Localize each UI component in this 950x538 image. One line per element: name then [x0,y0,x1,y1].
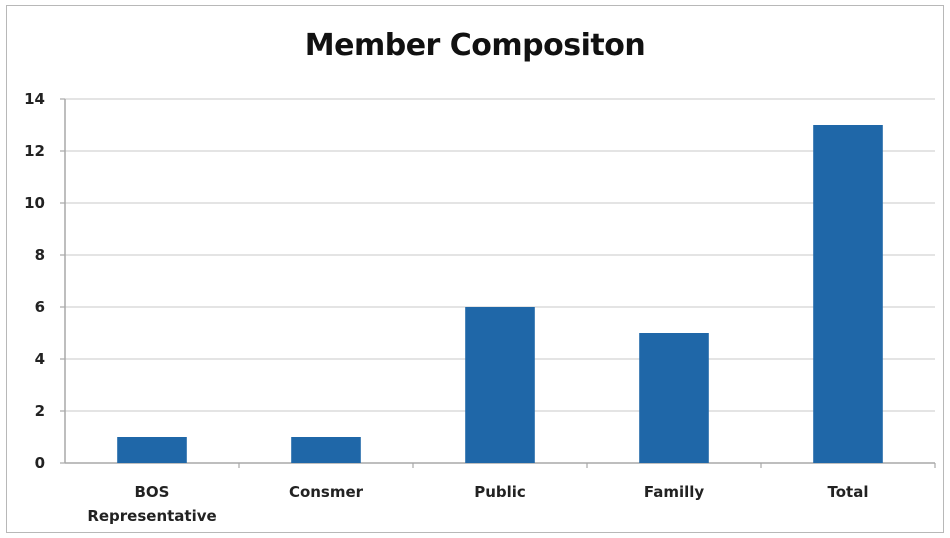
y-tick-label-10: 10 [24,194,45,212]
x-category-label-total: Total [828,483,869,501]
y-tick-label-4: 4 [35,350,45,368]
x-category-label-bos-representative: BOS Representative [87,483,216,525]
bars [117,125,883,463]
y-tick-label-12: 12 [24,142,45,160]
x-category-label-public: Public [474,483,526,501]
y-tick-labels: 0 2 4 6 8 10 12 14 [24,90,45,472]
bar-bos-representative [117,437,187,463]
bar-public [465,307,535,463]
y-tick-label-0: 0 [35,454,45,472]
bar-familly [639,333,709,463]
bar-consmer [291,437,361,463]
y-tick-label-8: 8 [35,246,45,264]
bar-total [813,125,883,463]
y-tick-label-14: 14 [24,90,45,108]
y-tick-label-2: 2 [35,402,45,420]
x-category-label-consmer: Consmer [289,483,364,501]
y-tick-label-6: 6 [35,298,45,316]
x-category-label-familly: Familly [644,483,705,501]
chart-title: Member Compositon [304,28,646,63]
category-labels: BOS Representative Consmer Public Familly Tot… [87,483,868,525]
